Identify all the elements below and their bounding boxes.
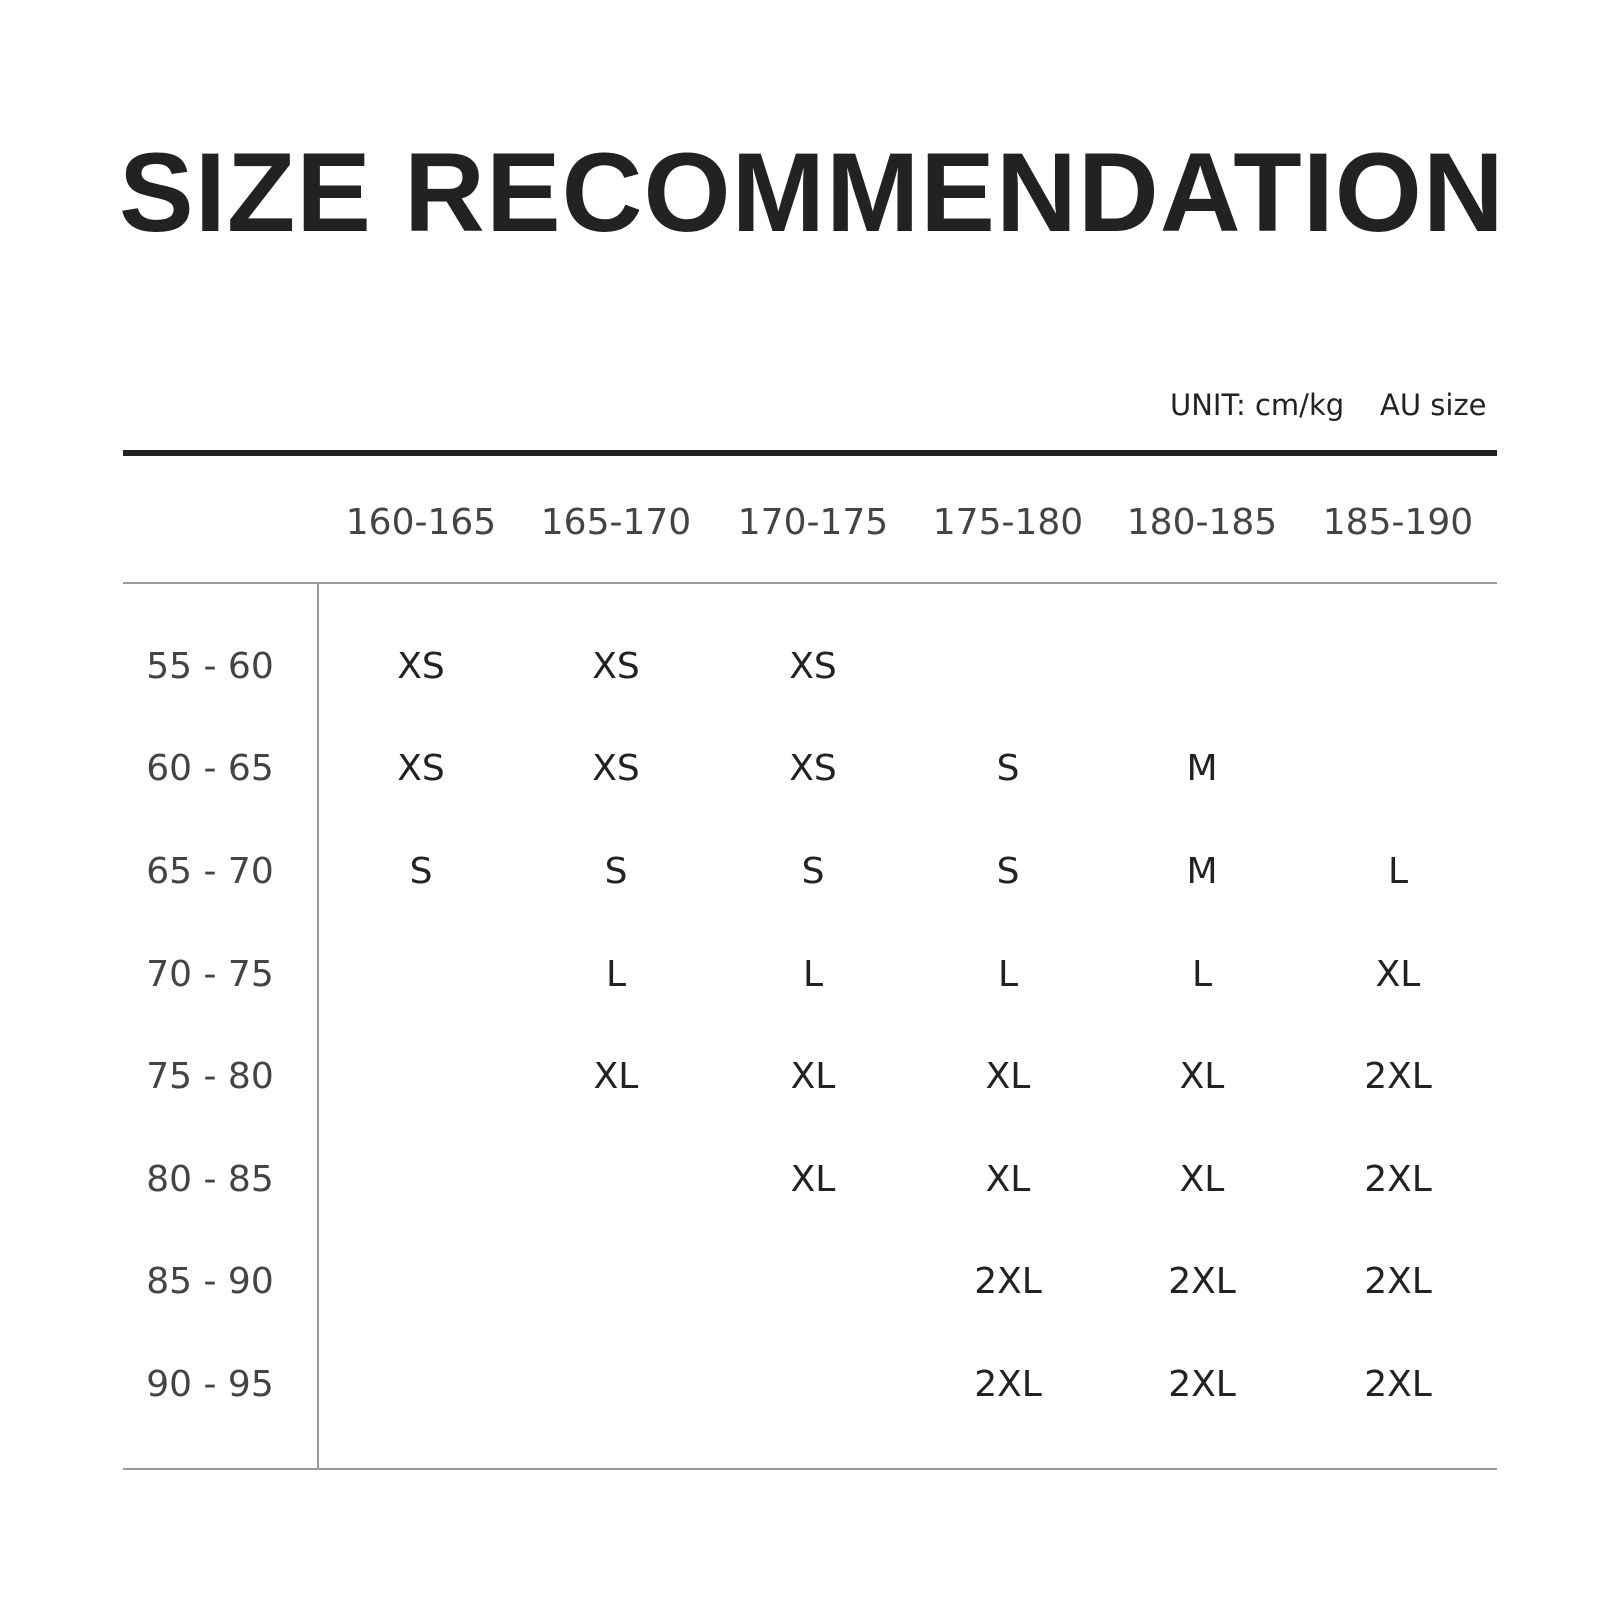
- unit-label: UNIT: cm/kg: [1170, 388, 1345, 422]
- size-system-label: AU size: [1380, 388, 1487, 422]
- size-cell: S: [801, 851, 825, 892]
- row-label-weight: 80 - 85: [146, 1159, 274, 1200]
- column-header-height: 185-190: [1322, 502, 1474, 543]
- row-label-weight: 75 - 80: [146, 1056, 274, 1097]
- size-cell: XL: [1179, 1056, 1225, 1097]
- table-bottom-divider: [123, 1468, 1497, 1470]
- size-cell: XS: [397, 748, 445, 789]
- size-cell: 2XL: [1364, 1364, 1432, 1405]
- page-title: SIZE RECOMMENDATION: [119, 130, 1505, 255]
- header-bottom-divider: [123, 582, 1497, 584]
- size-cell: S: [996, 748, 1020, 789]
- size-cell: L: [1191, 954, 1213, 995]
- size-cell: 2XL: [1168, 1364, 1236, 1405]
- size-cell: 2XL: [1364, 1261, 1432, 1302]
- size-cell: XL: [593, 1056, 639, 1097]
- size-cell: XS: [789, 646, 837, 687]
- size-cell: XS: [592, 748, 640, 789]
- size-cell: XL: [1375, 954, 1421, 995]
- size-cell: S: [409, 851, 433, 892]
- size-cell: XL: [790, 1056, 836, 1097]
- size-cell: L: [1387, 851, 1409, 892]
- row-label-weight: 90 - 95: [146, 1364, 274, 1405]
- header-divider: [123, 450, 1497, 456]
- size-cell: 2XL: [974, 1261, 1042, 1302]
- size-cell: XL: [1179, 1159, 1225, 1200]
- row-label-weight: 85 - 90: [146, 1261, 274, 1302]
- size-cell: 2XL: [974, 1364, 1042, 1405]
- size-cell: 2XL: [1168, 1261, 1236, 1302]
- size-cell: XS: [789, 748, 837, 789]
- size-cell: M: [1186, 748, 1218, 789]
- row-label-weight: 60 - 65: [146, 748, 274, 789]
- size-cell: XS: [592, 646, 640, 687]
- size-cell: XL: [985, 1056, 1031, 1097]
- size-cell: XS: [397, 646, 445, 687]
- column-header-height: 175-180: [932, 502, 1084, 543]
- row-label-weight: 70 - 75: [146, 954, 274, 995]
- size-cell: 2XL: [1364, 1056, 1432, 1097]
- row-label-divider: [317, 583, 319, 1469]
- size-cell: L: [605, 954, 627, 995]
- column-header-height: 160-165: [345, 502, 497, 543]
- size-cell: M: [1186, 851, 1218, 892]
- size-cell: XL: [985, 1159, 1031, 1200]
- size-cell: 2XL: [1364, 1159, 1432, 1200]
- size-cell: S: [604, 851, 628, 892]
- size-cell: L: [997, 954, 1019, 995]
- size-cell: L: [802, 954, 824, 995]
- row-label-weight: 55 - 60: [146, 646, 274, 687]
- column-header-height: 180-185: [1126, 502, 1278, 543]
- column-header-height: 170-175: [737, 502, 889, 543]
- size-cell: XL: [790, 1159, 836, 1200]
- row-label-weight: 65 - 70: [146, 851, 274, 892]
- size-cell: S: [996, 851, 1020, 892]
- column-header-height: 165-170: [540, 502, 692, 543]
